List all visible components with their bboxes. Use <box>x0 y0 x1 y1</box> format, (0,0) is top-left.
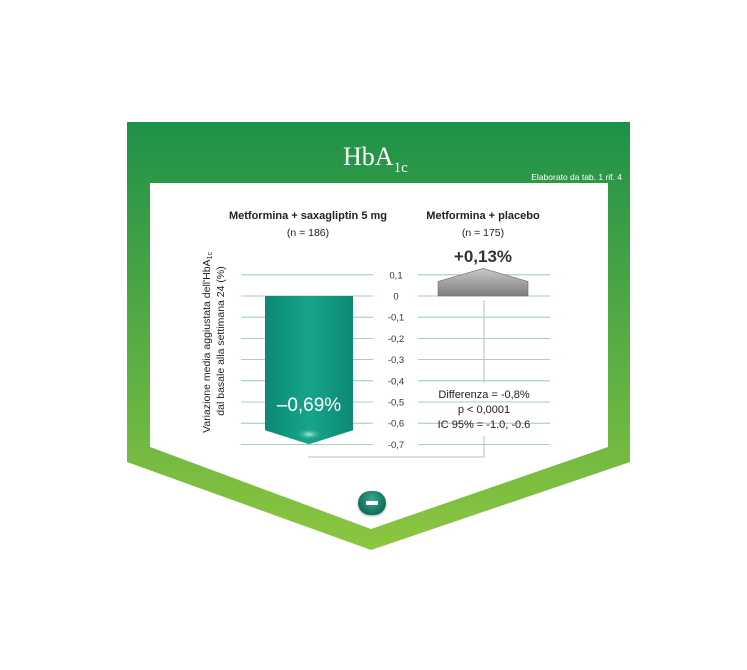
difference-bracket-bottom <box>308 436 485 458</box>
bar-saxagliptin <box>265 296 353 445</box>
y-tick-label: -0,4 <box>388 376 404 387</box>
y-axis-label-sub: 1c <box>207 252 214 260</box>
y-tick-labels: 0,1 0 -0,1 -0,2 -0,3 -0,4 -0,5 -0,6 -0,7 <box>388 270 404 451</box>
minus-icon <box>366 501 378 505</box>
category-label-placebo: Metformina + placebo <box>426 210 540 222</box>
stats-ci: IC 95% = -1.0, -0.6 <box>438 419 531 431</box>
bar-saxagliptin-tip-glow <box>295 428 323 441</box>
source-note: Elaborato da tab. 1 rif. 4 <box>531 172 622 182</box>
sample-size-saxagliptin: (n = 186) <box>287 227 329 239</box>
y-tick-label: -0,3 <box>388 355 404 366</box>
y-axis-label: Variazione media aggiustata dell'HbA1c d… <box>201 249 227 433</box>
y-tick-label: -0,5 <box>388 398 404 409</box>
y-axis-label-main: Variazione media aggiustata dell'HbA <box>201 259 213 432</box>
y-tick-label: -0,6 <box>388 419 404 430</box>
value-label-saxagliptin: –0,69% <box>277 395 342 416</box>
sample-size-placebo: (n = 175) <box>462 227 504 239</box>
frame-inner-panel <box>150 183 608 529</box>
y-axis-label-line1: Variazione media aggiustata dell'HbA1c <box>201 252 214 433</box>
value-label-placebo: +0,13% <box>454 247 512 266</box>
y-tick-label: -0,1 <box>388 313 404 324</box>
minus-button[interactable] <box>358 491 386 523</box>
y-tick-label: -0,7 <box>388 440 404 451</box>
y-tick-label: 0 <box>393 292 398 303</box>
category-label-saxagliptin: Metformina + saxagliptin 5 mg <box>229 210 387 222</box>
y-tick-label: 0,1 <box>389 270 402 281</box>
stats-p-value: p < 0,0001 <box>458 404 510 416</box>
chart-title-main: HbA <box>343 142 394 171</box>
bars: –0,69% +0,13% <box>265 247 529 458</box>
chart-title: HbA1c <box>343 142 408 176</box>
y-tick-label: -0,2 <box>388 334 404 345</box>
bar-placebo <box>437 268 529 297</box>
y-axis-label-line2: dal basale alla settimana 24 (%) <box>215 266 227 415</box>
chart-title-sub: 1c <box>394 160 409 176</box>
stats-difference: Differenza = -0,8% <box>438 389 529 401</box>
